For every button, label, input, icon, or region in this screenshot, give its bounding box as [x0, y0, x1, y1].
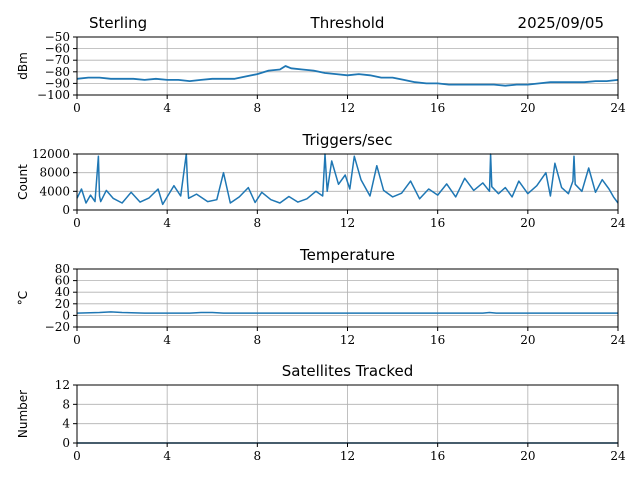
- x-tick-label: 0: [73, 216, 81, 230]
- y-tick-label: 8: [62, 397, 70, 411]
- x-tick-label: 16: [430, 216, 445, 230]
- y-tick-label: 0: [62, 203, 70, 217]
- panel-title: Temperature: [299, 246, 395, 264]
- y-tick-label: 8000: [39, 166, 70, 180]
- x-tick-label: 24: [610, 216, 626, 230]
- y-axis-label: Count: [16, 164, 30, 200]
- panel-title: Satellites Tracked: [282, 362, 413, 380]
- x-tick-label: 20: [520, 333, 535, 347]
- y-tick-label: −60: [45, 42, 70, 56]
- x-tick-label: 0: [73, 101, 81, 115]
- x-tick-label: 16: [430, 333, 445, 347]
- x-tick-label: 8: [254, 216, 262, 230]
- x-tick-label: 20: [520, 101, 535, 115]
- y-tick-label: 20: [55, 297, 70, 311]
- station-name: Sterling: [89, 14, 147, 32]
- y-tick-label: 4: [62, 417, 70, 431]
- x-tick-label: 12: [340, 101, 355, 115]
- y-tick-label: −80: [45, 65, 70, 79]
- panel-title: Triggers/sec: [302, 131, 393, 149]
- x-tick-label: 0: [73, 449, 81, 463]
- series-line-1: [76, 153, 619, 206]
- x-tick-label: 24: [610, 101, 626, 115]
- date-label: 2025/09/05: [518, 14, 604, 32]
- x-tick-label: 8: [254, 101, 262, 115]
- x-tick-label: 12: [340, 216, 355, 230]
- y-axis-label: °C: [16, 291, 30, 305]
- y-axis-label: dBm: [16, 52, 30, 80]
- x-tick-label: 4: [163, 333, 171, 347]
- x-tick-label: 16: [430, 449, 445, 463]
- x-tick-label: 12: [340, 449, 355, 463]
- x-tick-label: 4: [163, 216, 171, 230]
- y-tick-label: 0: [62, 436, 70, 450]
- x-tick-label: 16: [430, 101, 445, 115]
- y-tick-label: 4000: [39, 184, 70, 198]
- y-tick-label: −50: [45, 30, 70, 44]
- y-tick-label: −90: [45, 76, 70, 90]
- x-tick-label: 4: [163, 449, 171, 463]
- y-tick-label: 60: [55, 274, 70, 288]
- y-axis-label: Number: [16, 390, 30, 438]
- panel-title: Threshold: [310, 14, 385, 32]
- x-tick-label: 8: [254, 333, 262, 347]
- y-tick-label: −100: [37, 88, 70, 102]
- x-tick-label: 24: [610, 449, 626, 463]
- series-line-1: [76, 311, 618, 314]
- y-tick-label: 12: [55, 378, 70, 392]
- y-tick-label: 12000: [32, 147, 70, 161]
- y-tick-label: −70: [45, 53, 70, 67]
- x-tick-label: 20: [520, 449, 535, 463]
- y-tick-label: 40: [55, 285, 70, 299]
- x-tick-label: 4: [163, 101, 171, 115]
- x-tick-label: 12: [340, 333, 355, 347]
- x-tick-label: 8: [254, 449, 262, 463]
- y-tick-label: 0: [62, 308, 70, 322]
- panel-4: 0 4 8 12 16 20 24 0 4 8 12 Satellites Tracked Number: [16, 362, 626, 463]
- series-line-1: [76, 65, 619, 87]
- y-tick-label: 80: [55, 262, 70, 276]
- x-tick-label: 24: [610, 333, 626, 347]
- panel-2: 0 4 8 12 16 20 24 0 4000 8000 12000 Triggers/sec Cou…: [16, 131, 626, 230]
- y-tick-label: −20: [45, 320, 70, 334]
- panel-1: 0 4 8 12 16 20 24 −100−90−80−70−60−50 Threshold d…: [16, 14, 626, 115]
- x-tick-label: 0: [73, 333, 81, 347]
- x-tick-label: 20: [520, 216, 535, 230]
